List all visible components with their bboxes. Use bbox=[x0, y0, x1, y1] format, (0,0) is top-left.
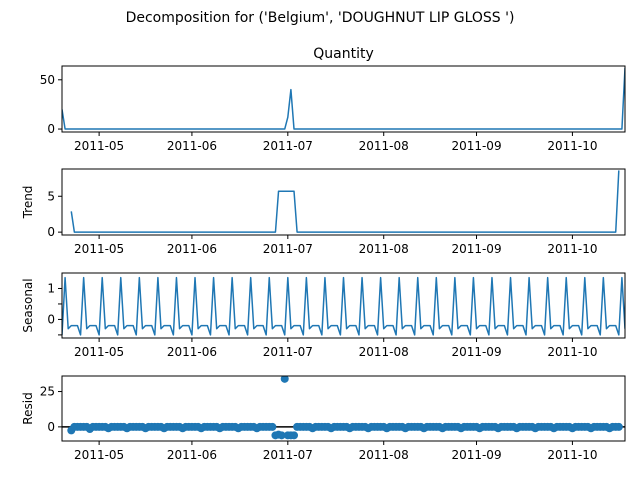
x-tick-label: 2011-08 bbox=[359, 242, 409, 256]
x-tick-label: 2011-09 bbox=[451, 448, 501, 462]
y-tick-label: 25 bbox=[40, 385, 55, 399]
resid-point bbox=[614, 422, 623, 431]
panel-resid: Resid 0 25 2011-05 2011-06 2011-07 2011-08 2011… bbox=[21, 375, 626, 462]
x-tick-label: 2011-06 bbox=[167, 139, 217, 153]
x-tick-label: 2011-10 bbox=[547, 345, 597, 359]
axes-frame bbox=[61, 65, 626, 133]
x-tick-label: 2011-09 bbox=[451, 345, 501, 359]
x-tick-label: 2011-10 bbox=[547, 139, 597, 153]
y-tick-label: 5 bbox=[47, 189, 55, 203]
axes-frame bbox=[61, 375, 626, 442]
x-tick-label: 2011-06 bbox=[167, 448, 217, 462]
x-tick-label: 2011-08 bbox=[359, 448, 409, 462]
y-axis-label: Seasonal bbox=[21, 278, 35, 332]
axes-frame bbox=[61, 168, 626, 236]
x-tick-label: 2011-05 bbox=[74, 242, 124, 256]
axes-frame bbox=[61, 272, 626, 339]
resid-point bbox=[290, 431, 299, 440]
x-tick-label: 2011-06 bbox=[167, 345, 217, 359]
x-tick-label: 2011-09 bbox=[451, 242, 501, 256]
data-marks bbox=[62, 276, 625, 336]
y-tick-label: 1 bbox=[47, 281, 55, 295]
panel-trend: Trend 0 5 2011-05 2011-06 2011-07 2011-08 2011-… bbox=[21, 168, 626, 256]
x-tick-label: 2011-10 bbox=[547, 448, 597, 462]
panel-observed: Quantity 0 50 2011-05 2011-06 2011-07 2011-08 2… bbox=[40, 46, 626, 153]
x-tick-label: 2011-09 bbox=[451, 139, 501, 153]
x-tick-label: 2011-05 bbox=[74, 345, 124, 359]
y-tick-label: 0 bbox=[47, 122, 55, 136]
y-tick-label: 0 bbox=[47, 312, 55, 326]
x-tick-label: 2011-07 bbox=[263, 139, 313, 153]
panel-seasonal: Seasonal 0 1 2011-05 2011-06 2011-07 2011-08 20… bbox=[21, 272, 626, 359]
x-tick-label: 2011-05 bbox=[74, 448, 124, 462]
series-line-trend bbox=[70, 170, 620, 233]
x-tick-label: 2011-08 bbox=[359, 139, 409, 153]
series-line-seasonal bbox=[62, 276, 625, 336]
data-marks bbox=[70, 170, 620, 233]
data-marks bbox=[62, 376, 625, 440]
y-tick-label: 0 bbox=[47, 420, 55, 434]
x-tick-label: 2011-07 bbox=[263, 242, 313, 256]
y-tick-label: 50 bbox=[40, 73, 55, 87]
x-tick-label: 2011-07 bbox=[263, 448, 313, 462]
resid-point bbox=[277, 431, 286, 440]
x-tick-label: 2011-07 bbox=[263, 345, 313, 359]
x-tick-label: 2011-10 bbox=[547, 242, 597, 256]
x-tick-label: 2011-06 bbox=[167, 242, 217, 256]
series-line-observed bbox=[62, 67, 625, 130]
resid-point bbox=[280, 376, 289, 383]
y-axis-label: Trend bbox=[21, 186, 35, 220]
data-marks bbox=[62, 67, 625, 130]
panel-title: Quantity bbox=[313, 46, 374, 62]
resid-point bbox=[268, 422, 277, 431]
x-tick-label: 2011-05 bbox=[74, 139, 124, 153]
x-tick-label: 2011-08 bbox=[359, 345, 409, 359]
y-axis-label: Resid bbox=[21, 392, 35, 424]
y-tick-label: 0 bbox=[47, 225, 55, 239]
figure-suptitle: Decomposition for ('Belgium', 'DOUGHNUT … bbox=[126, 10, 515, 26]
